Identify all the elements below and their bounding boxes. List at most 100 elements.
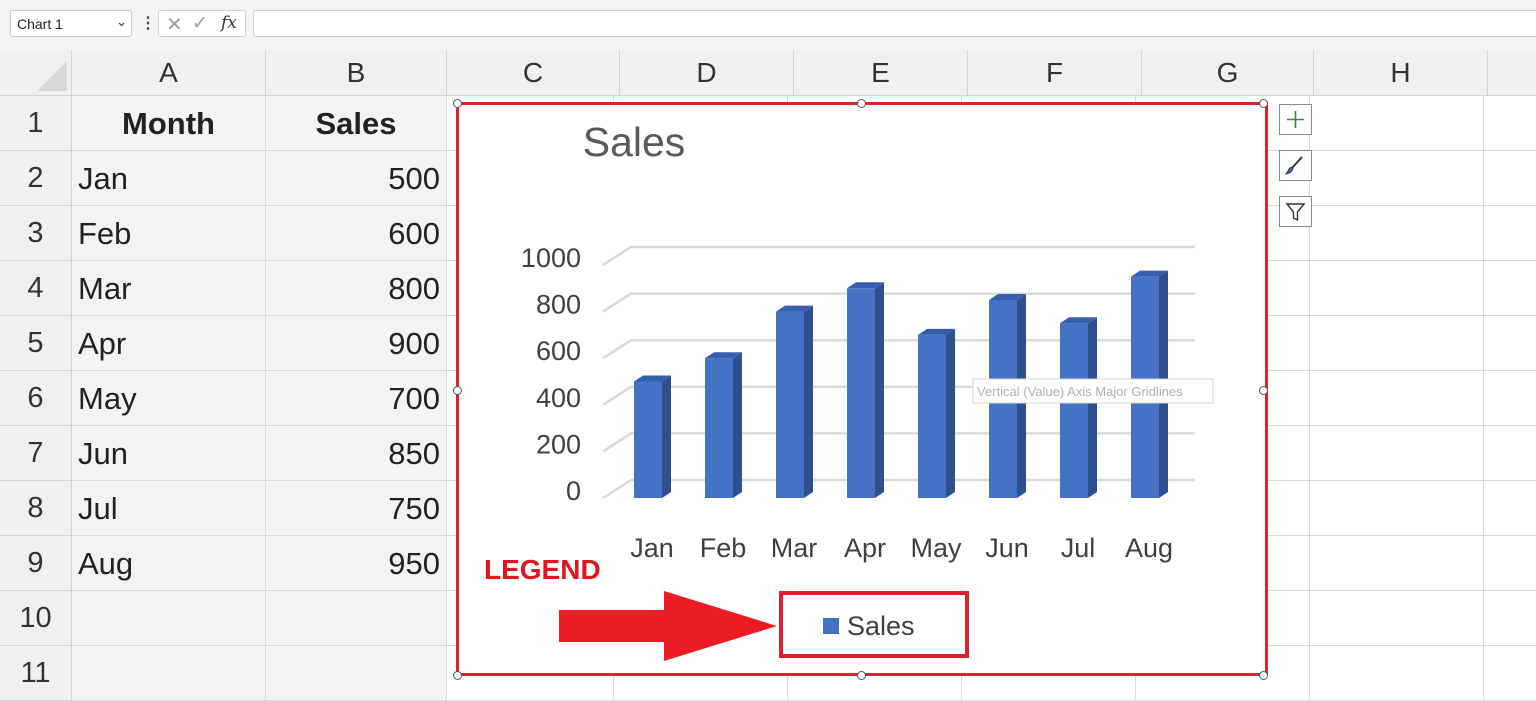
bar-front[interactable] bbox=[847, 288, 875, 498]
more-options-icon[interactable]: ⋮ bbox=[140, 15, 156, 32]
row-header-9[interactable]: 9 bbox=[0, 536, 72, 591]
bar-top[interactable] bbox=[1131, 270, 1168, 277]
bar-top[interactable] bbox=[989, 293, 1026, 300]
enter-icon[interactable]: ✓ bbox=[192, 13, 208, 34]
cell-b7[interactable]: 850 bbox=[266, 426, 447, 481]
column-header-b[interactable]: B bbox=[266, 50, 447, 96]
column-header-c[interactable]: C bbox=[447, 50, 620, 96]
column-header-g[interactable]: G bbox=[1142, 50, 1314, 96]
bar-side[interactable] bbox=[1088, 317, 1097, 498]
cell-b11[interactable] bbox=[266, 646, 447, 701]
resize-handle-bottom-right[interactable] bbox=[1259, 671, 1268, 680]
chart-styles-button[interactable] bbox=[1279, 150, 1312, 181]
bar-top[interactable] bbox=[847, 282, 884, 289]
bar[interactable] bbox=[847, 282, 884, 498]
row-header-6[interactable]: 6 bbox=[0, 371, 72, 426]
row-header-7[interactable]: 7 bbox=[0, 426, 72, 481]
cell-a11[interactable] bbox=[72, 646, 266, 701]
row-header-4[interactable]: 4 bbox=[0, 261, 72, 316]
bar-front[interactable] bbox=[634, 381, 662, 499]
cell-b4[interactable]: 800 bbox=[266, 261, 447, 316]
formula-input[interactable] bbox=[253, 10, 1536, 37]
y-axis-labels[interactable]: 0 200 400 600 800 1000 bbox=[521, 243, 581, 506]
cell-b8[interactable]: 750 bbox=[266, 481, 447, 536]
gridline[interactable] bbox=[602, 245, 1195, 267]
cell-b3[interactable]: 600 bbox=[266, 206, 447, 261]
resize-handle-bottom-left[interactable] bbox=[453, 671, 462, 680]
column-header-d[interactable]: D bbox=[620, 50, 794, 96]
cell-a9[interactable]: Aug bbox=[72, 536, 266, 591]
cell-b9[interactable]: 950 bbox=[266, 536, 447, 591]
bar[interactable] bbox=[918, 328, 955, 498]
bar-top[interactable] bbox=[705, 352, 742, 359]
column-header-h[interactable]: H bbox=[1314, 50, 1488, 96]
x-axis-labels[interactable]: Jan Feb Mar Apr May Jun Jul Aug bbox=[630, 533, 1173, 563]
column-header-e[interactable]: E bbox=[794, 50, 968, 96]
bar-top[interactable] bbox=[776, 305, 813, 312]
bar-top[interactable] bbox=[634, 375, 671, 382]
bar-top[interactable] bbox=[1060, 317, 1097, 324]
bar-front[interactable] bbox=[1060, 323, 1088, 498]
cell-a8[interactable]: Jul bbox=[72, 481, 266, 536]
gridline[interactable] bbox=[602, 432, 1195, 453]
bar[interactable] bbox=[776, 305, 813, 498]
cell-b6[interactable]: 700 bbox=[266, 371, 447, 426]
row-header-8[interactable]: 8 bbox=[0, 481, 72, 536]
bar-side[interactable] bbox=[733, 352, 742, 498]
cell-b5[interactable]: 900 bbox=[266, 316, 447, 371]
bar-front[interactable] bbox=[705, 358, 733, 498]
cancel-icon[interactable]: ✕ bbox=[166, 14, 183, 36]
resize-handle-top-right[interactable] bbox=[1259, 99, 1268, 108]
bar[interactable] bbox=[1060, 317, 1097, 498]
chart-title[interactable]: Sales bbox=[583, 119, 686, 165]
bar-side[interactable] bbox=[875, 282, 884, 498]
row-header-5[interactable]: 5 bbox=[0, 316, 72, 371]
chart-filters-button[interactable] bbox=[1279, 196, 1312, 227]
resize-handle-right[interactable] bbox=[1259, 386, 1268, 395]
chevron-down-icon[interactable]: ⌄ bbox=[116, 14, 127, 29]
row-header-10[interactable]: 10 bbox=[0, 591, 72, 646]
insert-function-icon[interactable]: fx bbox=[221, 13, 237, 33]
bar[interactable] bbox=[705, 352, 742, 498]
chart-area[interactable]: Sales 0 200 400 600 800 1000 Jan Feb Mar Apr May J… bbox=[453, 99, 1268, 680]
cell-a10[interactable] bbox=[72, 591, 266, 646]
gridlines[interactable] bbox=[602, 245, 1195, 500]
bar[interactable] bbox=[634, 375, 671, 499]
cell-a1[interactable]: Month bbox=[72, 96, 266, 151]
chart-elements-button[interactable] bbox=[1279, 104, 1312, 135]
bar-side[interactable] bbox=[946, 328, 955, 498]
column-header-a[interactable]: A bbox=[72, 50, 266, 96]
name-box[interactable]: Chart 1 ⌄ bbox=[10, 10, 132, 37]
select-all-button[interactable] bbox=[0, 50, 72, 96]
column-header-f[interactable]: F bbox=[968, 50, 1142, 96]
bar-front[interactable] bbox=[918, 334, 946, 498]
bar-side[interactable] bbox=[662, 375, 671, 499]
row-header-1[interactable]: 1 bbox=[0, 96, 72, 151]
column-header-i[interactable] bbox=[1488, 50, 1536, 96]
row-header-11[interactable]: 11 bbox=[0, 646, 72, 701]
cell-a7[interactable]: Jun bbox=[72, 426, 266, 481]
bar-front[interactable] bbox=[776, 311, 804, 498]
cell-b2[interactable]: 500 bbox=[266, 151, 447, 206]
cell-a2[interactable]: Jan bbox=[72, 151, 266, 206]
gridline[interactable] bbox=[602, 292, 1195, 313]
chart-legend[interactable]: Sales bbox=[779, 591, 969, 658]
row-header-3[interactable]: 3 bbox=[0, 206, 72, 261]
cell-a5[interactable]: Apr bbox=[72, 316, 266, 371]
cell-b10[interactable] bbox=[266, 591, 447, 646]
cell-a4[interactable]: Mar bbox=[72, 261, 266, 316]
bar-side[interactable] bbox=[804, 305, 813, 498]
resize-handle-bottom[interactable] bbox=[857, 671, 866, 680]
cell-a6[interactable]: May bbox=[72, 371, 266, 426]
resize-handle-top-left[interactable] bbox=[453, 99, 462, 108]
legend-label[interactable]: Sales bbox=[847, 611, 915, 641]
gridline[interactable] bbox=[602, 338, 1195, 360]
row-header-2[interactable]: 2 bbox=[0, 151, 72, 206]
bar-top[interactable] bbox=[918, 328, 955, 335]
resize-handle-top[interactable] bbox=[857, 99, 866, 108]
resize-handle-left[interactable] bbox=[453, 386, 462, 395]
gridline[interactable] bbox=[602, 478, 1195, 500]
cell-a3[interactable]: Feb bbox=[72, 206, 266, 261]
cell-b1[interactable]: Sales bbox=[266, 96, 447, 151]
